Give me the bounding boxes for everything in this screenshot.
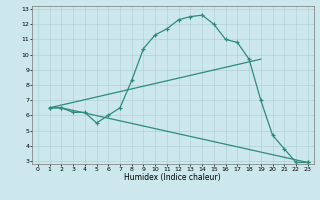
X-axis label: Humidex (Indice chaleur): Humidex (Indice chaleur) xyxy=(124,173,221,182)
